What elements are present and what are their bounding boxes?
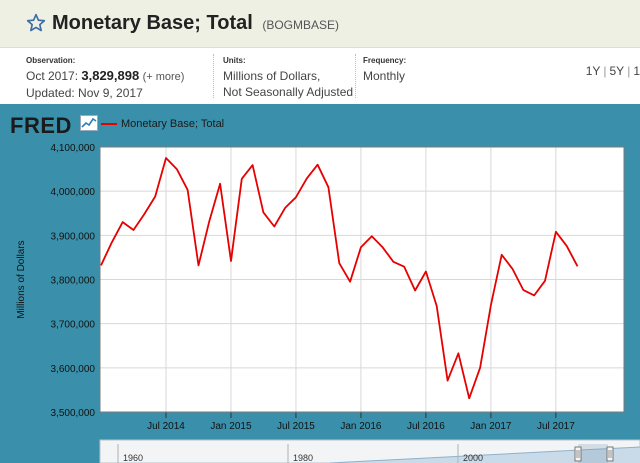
y-tick-label: 4,100,000 bbox=[51, 143, 96, 154]
plot-border bbox=[99, 146, 625, 413]
chart-legend: Monetary Base; Total bbox=[101, 118, 224, 130]
series-header: Monetary Base; Total (BOGMBASE) bbox=[0, 0, 640, 48]
range-more-button[interactable]: 1 bbox=[633, 64, 640, 78]
fred-logo[interactable]: FRED bbox=[10, 113, 72, 138]
navigator-handle[interactable] bbox=[574, 446, 582, 462]
observation-period: Oct 2017: bbox=[26, 69, 79, 83]
frequency-label: Frequency: bbox=[363, 56, 407, 65]
units-line1: Millions of Dollars, bbox=[223, 69, 321, 83]
navigator-label: 2000 bbox=[463, 453, 483, 463]
x-tick-label: Jan 2017 bbox=[470, 421, 512, 432]
range-1y-button[interactable]: 1Y bbox=[585, 64, 601, 78]
page-title: Monetary Base; Total (BOGMBASE) bbox=[52, 12, 339, 35]
y-tick-label: 3,700,000 bbox=[51, 320, 96, 331]
range-5y-button[interactable]: 5Y bbox=[609, 64, 625, 78]
frequency-value: Monthly bbox=[363, 69, 406, 83]
y-axis-label: Millions of Dollars bbox=[16, 240, 27, 318]
units-block: Units: Millions of Dollars, Not Seasonal… bbox=[223, 56, 353, 100]
meta-divider bbox=[355, 54, 356, 98]
x-tick-label: Jul 2014 bbox=[147, 421, 185, 432]
legend-label: Monetary Base; Total bbox=[121, 118, 225, 130]
series-id: (BOGMBASE) bbox=[262, 18, 340, 32]
units-label: Units: bbox=[223, 56, 246, 65]
x-tick-label: Jul 2015 bbox=[277, 421, 315, 432]
meta-divider bbox=[213, 54, 214, 98]
y-tick-label: 3,600,000 bbox=[51, 364, 96, 375]
star-outline-icon[interactable] bbox=[26, 13, 46, 33]
series-line bbox=[100, 157, 579, 400]
y-tick-label: 3,900,000 bbox=[51, 231, 96, 242]
more-observations-link[interactable]: (+ more) bbox=[142, 71, 185, 83]
x-tick-label: Jul 2017 bbox=[537, 421, 575, 432]
range-buttons: 1Y | 5Y | 1 bbox=[585, 64, 640, 78]
navigator-selection bbox=[578, 444, 608, 463]
observation-value: 3,829,898 bbox=[81, 68, 140, 83]
observation-label: Observation: bbox=[26, 56, 76, 65]
navigator-label: 1980 bbox=[293, 453, 313, 463]
y-tick-label: 3,800,000 bbox=[51, 276, 96, 287]
navigator-label: 1960 bbox=[123, 453, 143, 463]
frequency-block: Frequency: Monthly bbox=[363, 56, 406, 84]
y-tick-label: 4,000,000 bbox=[51, 187, 96, 198]
series-title: Monetary Base; Total bbox=[52, 12, 253, 34]
units-line2: Not Seasonally Adjusted bbox=[223, 85, 354, 99]
y-tick-label: 3,500,000 bbox=[51, 408, 96, 419]
x-tick-label: Jan 2016 bbox=[340, 421, 382, 432]
x-tick-label: Jul 2016 bbox=[407, 421, 445, 432]
line-graph-icon bbox=[80, 115, 98, 131]
updated-date: Updated: Nov 9, 2017 bbox=[26, 86, 143, 100]
x-tick-label: Jan 2015 bbox=[210, 421, 252, 432]
observation-block: Observation: Oct 2017: 3,829,898 (+ more… bbox=[26, 56, 184, 101]
legend-swatch bbox=[101, 123, 117, 126]
navigator-handle[interactable] bbox=[606, 446, 614, 462]
